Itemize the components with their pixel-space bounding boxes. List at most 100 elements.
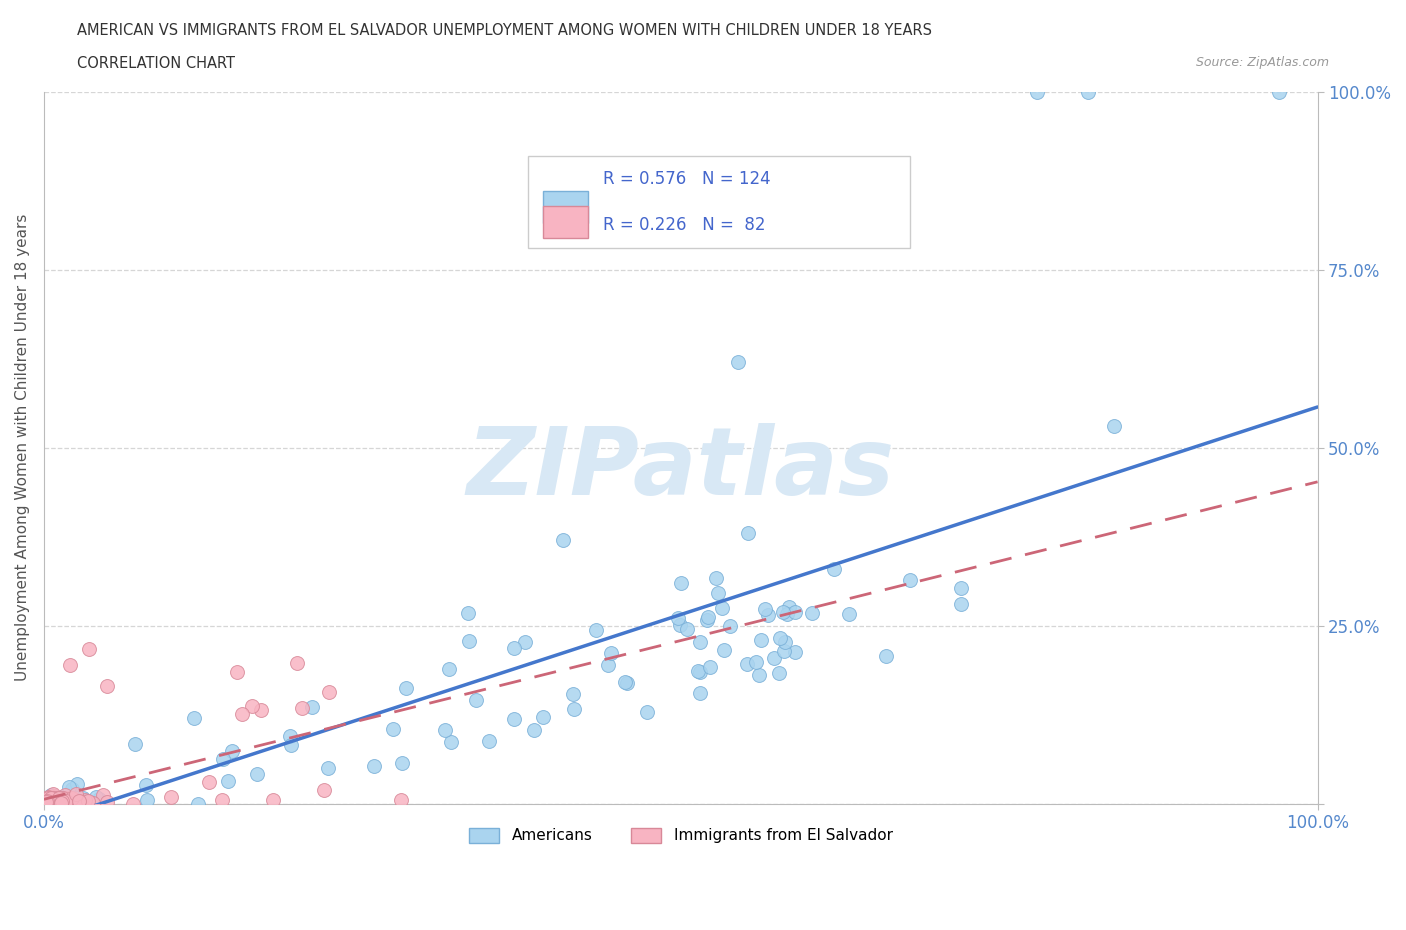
- Point: [49, 791, 72, 806]
- Point: [211, 793, 233, 808]
- Point: [801, 605, 824, 620]
- Point: [553, 533, 575, 548]
- Point: [217, 774, 239, 789]
- Point: [187, 796, 209, 811]
- Point: [48, 792, 70, 807]
- Point: [39, 793, 62, 808]
- Point: [636, 705, 658, 720]
- FancyBboxPatch shape: [543, 192, 588, 223]
- Point: [513, 634, 536, 649]
- Point: [42, 790, 65, 804]
- Point: [45, 792, 67, 807]
- Point: [221, 743, 243, 758]
- Point: [51, 790, 73, 804]
- Point: [1077, 85, 1099, 100]
- Point: [35, 795, 58, 810]
- Point: [38, 794, 60, 809]
- Point: [82, 796, 104, 811]
- Point: [316, 760, 339, 775]
- Point: [56, 794, 79, 809]
- Point: [773, 634, 796, 649]
- Point: [183, 711, 205, 725]
- Point: [478, 734, 501, 749]
- Point: [59, 790, 82, 805]
- Point: [225, 665, 247, 680]
- Point: [689, 665, 711, 680]
- Point: [676, 621, 699, 636]
- Point: [616, 676, 638, 691]
- Text: AMERICAN VS IMMIGRANTS FROM EL SALVADOR UNEMPLOYMENT AMONG WOMEN WITH CHILDREN U: AMERICAN VS IMMIGRANTS FROM EL SALVADOR …: [77, 23, 932, 38]
- Point: [291, 700, 314, 715]
- Point: [35, 793, 58, 808]
- Point: [711, 601, 734, 616]
- Point: [77, 642, 100, 657]
- Point: [457, 605, 479, 620]
- Point: [763, 651, 786, 666]
- Point: [42, 787, 65, 802]
- Point: [666, 611, 689, 626]
- Point: [707, 585, 730, 600]
- Point: [55, 794, 77, 809]
- Point: [689, 685, 711, 700]
- Point: [37, 794, 59, 809]
- Point: [41, 790, 63, 805]
- Point: [772, 604, 794, 619]
- Point: [84, 790, 107, 804]
- Point: [439, 661, 461, 676]
- Point: [77, 793, 100, 808]
- Point: [53, 792, 76, 807]
- Point: [53, 793, 76, 808]
- Point: [875, 648, 897, 663]
- Point: [772, 644, 794, 658]
- Point: [585, 623, 607, 638]
- Point: [60, 790, 83, 805]
- Point: [67, 794, 90, 809]
- Point: [776, 607, 799, 622]
- Point: [395, 681, 418, 696]
- Point: [38, 795, 60, 810]
- Point: [735, 657, 758, 671]
- Point: [696, 610, 718, 625]
- Point: [823, 562, 845, 577]
- Point: [60, 781, 83, 796]
- Point: [67, 793, 90, 808]
- Point: [600, 645, 623, 660]
- Point: [41, 792, 63, 807]
- Point: [769, 631, 792, 645]
- FancyBboxPatch shape: [543, 206, 588, 238]
- Point: [63, 796, 86, 811]
- Point: [38, 790, 60, 804]
- Point: [838, 606, 860, 621]
- Point: [56, 793, 79, 808]
- Point: [42, 793, 65, 808]
- Point: [35, 795, 58, 810]
- Point: [727, 355, 749, 370]
- Point: [1268, 85, 1291, 100]
- Point: [246, 766, 269, 781]
- Point: [713, 643, 735, 658]
- Point: [48, 790, 70, 805]
- Point: [41, 790, 63, 804]
- Point: [58, 795, 80, 810]
- Point: [49, 795, 72, 810]
- Point: [389, 793, 412, 808]
- Point: [458, 633, 481, 648]
- Point: [73, 794, 96, 809]
- Point: [278, 728, 301, 743]
- Point: [56, 790, 79, 805]
- Point: [35, 794, 58, 809]
- Point: [67, 794, 90, 809]
- Point: [59, 795, 82, 810]
- Point: [39, 790, 62, 805]
- Point: [231, 707, 253, 722]
- Point: [949, 597, 972, 612]
- Point: [53, 792, 76, 807]
- Point: [38, 792, 60, 807]
- Point: [77, 796, 100, 811]
- Point: [59, 794, 82, 809]
- Text: CORRELATION CHART: CORRELATION CHART: [77, 56, 235, 71]
- Point: [898, 573, 921, 588]
- Point: [49, 795, 72, 810]
- Point: [77, 795, 100, 810]
- Point: [382, 722, 405, 737]
